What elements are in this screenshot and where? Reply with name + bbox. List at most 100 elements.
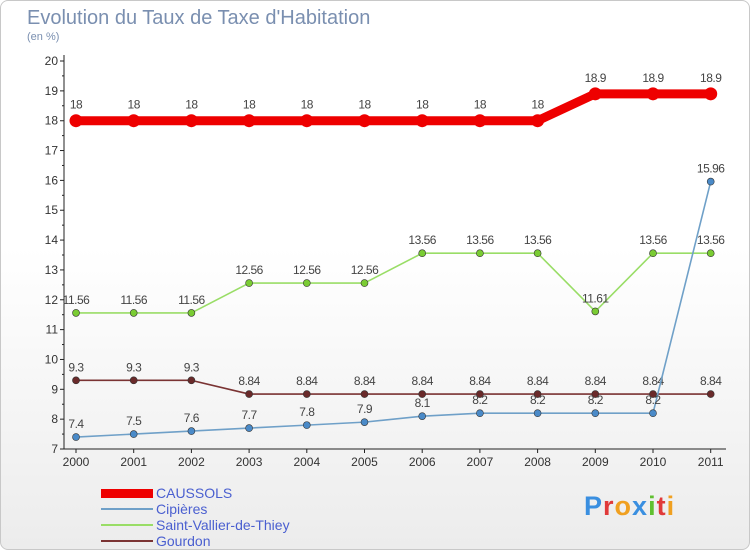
data-point (415, 114, 429, 128)
legend-label: Cipières (156, 501, 208, 517)
data-point (649, 409, 657, 417)
x-tick-label: 2008 (524, 455, 551, 469)
data-label: 18 (358, 98, 371, 112)
data-label: 11.56 (63, 293, 90, 307)
data-label: 12.56 (235, 263, 263, 277)
data-label: 8.84 (585, 374, 607, 388)
series-line-cipi-res (75, 181, 712, 438)
y-tick-label: 20 (45, 54, 59, 68)
data-point (302, 421, 311, 429)
data-point (706, 177, 715, 186)
data-point (129, 309, 138, 317)
x-tick-label: 2011 (698, 455, 724, 469)
data-point (242, 114, 256, 128)
data-label: 8.84 (354, 374, 376, 388)
chart-title: Evolution du Taux de Taxe d'Habitation (27, 7, 371, 29)
data-label: 8.84 (296, 374, 318, 388)
data-label: 13.56 (466, 233, 494, 247)
y-tick-label: 10 (45, 352, 59, 366)
data-label: 7.8 (299, 405, 315, 419)
data-label: 8.2 (645, 393, 661, 407)
data-point (706, 390, 715, 398)
data-label: 18 (301, 98, 314, 112)
data-point (533, 249, 542, 258)
data-point (476, 249, 484, 258)
legend-swatch (101, 540, 153, 542)
data-point (591, 390, 600, 398)
data-label: 8.84 (412, 374, 434, 388)
data-label: 8.2 (588, 393, 604, 407)
y-tick-label: 16 (45, 173, 59, 187)
x-tick-label: 2005 (351, 455, 378, 469)
data-point (649, 390, 657, 398)
logo-letter: o (614, 491, 633, 521)
data-point (72, 376, 80, 385)
legend-label: Gourdon (156, 533, 211, 549)
legend-label: CAUSSOLS (156, 485, 233, 501)
data-point (360, 390, 369, 398)
data-point (302, 390, 311, 398)
y-tick-label: 9 (51, 382, 58, 396)
data-point (187, 427, 196, 435)
data-point (704, 87, 718, 101)
series-line-saint-vallier-de-thiey (76, 252, 711, 314)
logo-letter: x (632, 491, 649, 521)
data-point (245, 279, 253, 287)
series-line-caussols (76, 89, 711, 126)
data-point (418, 249, 427, 258)
legend-swatch (101, 488, 153, 498)
y-tick-label: 12 (45, 293, 59, 307)
data-point (418, 390, 427, 398)
logo-letter: i (666, 491, 676, 521)
y-tick-label: 18 (45, 114, 59, 128)
x-tick-label: 2010 (640, 455, 667, 469)
data-point (129, 430, 138, 438)
data-label: 8.84 (700, 374, 722, 388)
data-label: 8.84 (527, 374, 549, 388)
data-point (531, 114, 545, 128)
data-label: 18 (70, 98, 83, 112)
data-point (649, 249, 657, 258)
data-label: 18 (243, 98, 256, 112)
data-label: 7.6 (184, 411, 200, 425)
data-label: 18 (531, 98, 544, 112)
data-label: 7.9 (357, 402, 373, 416)
data-point (129, 376, 138, 385)
data-point (646, 87, 660, 101)
legend-label: Saint-Vallier-de-Thiey (156, 517, 290, 533)
data-label: 12.56 (293, 263, 321, 277)
data-label: 9.3 (126, 360, 142, 374)
y-tick-label: 19 (45, 84, 59, 98)
x-tick-label: 2000 (63, 455, 90, 469)
data-point (476, 409, 484, 417)
data-label: 8.84 (469, 374, 491, 388)
chart-unit: (en %) (27, 31, 60, 43)
data-label: 7.7 (242, 408, 258, 422)
data-label: 18.9 (700, 71, 722, 85)
data-label: 12.56 (351, 263, 379, 277)
data-label: 7.4 (68, 417, 84, 431)
x-tick-label: 2002 (178, 455, 205, 469)
data-point (187, 309, 196, 317)
data-label: 8.1 (415, 396, 431, 410)
y-tick-label: 7 (51, 442, 58, 456)
y-tick-label: 14 (45, 233, 59, 247)
data-point (127, 114, 141, 128)
data-point (533, 409, 542, 417)
x-tick-label: 2009 (582, 455, 609, 469)
y-tick-label: 15 (45, 203, 59, 217)
data-point (245, 390, 253, 398)
x-tick-label: 2003 (236, 455, 263, 469)
data-point (533, 390, 542, 398)
x-tick-label: 2001 (120, 455, 147, 469)
data-label: 13.56 (639, 233, 667, 247)
data-label: 15.96 (697, 162, 725, 176)
data-point (473, 114, 487, 128)
data-label: 8.84 (238, 374, 260, 388)
data-point (72, 309, 80, 317)
data-label: 18 (128, 98, 141, 112)
data-label: 18 (185, 98, 198, 112)
data-point (418, 412, 427, 420)
y-tick-label: 17 (45, 144, 59, 158)
data-point (360, 279, 369, 287)
